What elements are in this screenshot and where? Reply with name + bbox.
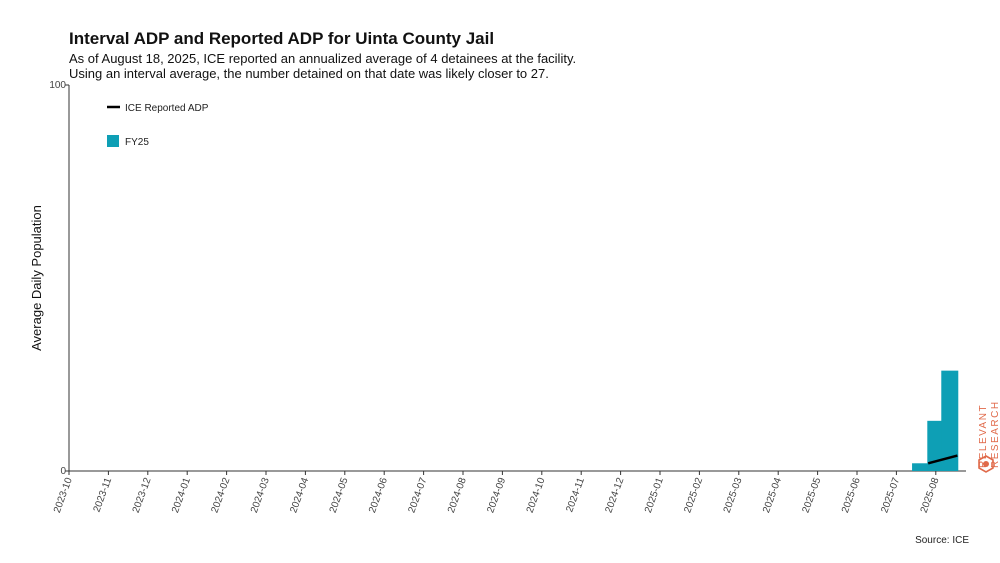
x-tick-label: 2023-10 bbox=[52, 476, 75, 515]
x-tick-label: 2024-08 bbox=[446, 476, 469, 515]
chart-subtitle-line-2: Using an interval average, the number de… bbox=[69, 66, 549, 81]
x-tick-label: 2024-09 bbox=[485, 476, 508, 515]
legend: ICE Reported ADP FY25 bbox=[107, 103, 209, 148]
source-note: Source: ICE bbox=[915, 535, 969, 546]
brand-text-line1: RELEVANT bbox=[978, 404, 989, 468]
x-tick-label: 2024-10 bbox=[525, 476, 548, 515]
chart-title: Interval ADP and Reported ADP for Uinta … bbox=[69, 29, 495, 48]
x-tick-label: 2025-04 bbox=[761, 476, 784, 515]
x-tick-label: 2024-04 bbox=[288, 476, 311, 515]
x-axis-ticks: 2023-10 2023-11 2023-12 2024-01 2024-02 2024-… bbox=[52, 471, 942, 515]
axes bbox=[68, 85, 966, 472]
x-tick-label: 2024-11 bbox=[564, 476, 587, 514]
y-axis-ticks: 0 100 bbox=[49, 80, 69, 477]
x-tick-label: 2023-11 bbox=[92, 476, 115, 514]
bar-fy25-1 bbox=[927, 420, 945, 471]
x-tick-label: 2025-06 bbox=[840, 476, 863, 515]
x-tick-label: 2024-06 bbox=[367, 476, 390, 515]
legend-label-reported: ICE Reported ADP bbox=[125, 103, 209, 114]
x-tick-label: 2023-12 bbox=[131, 476, 154, 515]
brand-icon bbox=[978, 455, 994, 473]
chart-subtitle-line-1: As of August 18, 2025, ICE reported an a… bbox=[69, 51, 577, 66]
legend-bar-swatch bbox=[107, 135, 119, 147]
y-axis-label: Average Daily Population bbox=[29, 205, 44, 351]
reported-adp-series-line bbox=[927, 454, 958, 465]
brand-logo: RELEVANT RESEARCH bbox=[978, 400, 1000, 473]
y-tick-label: 0 bbox=[60, 466, 66, 477]
legend-label-fy25: FY25 bbox=[125, 137, 149, 148]
bar-fy25-0 bbox=[912, 463, 930, 471]
x-tick-label: 2025-07 bbox=[879, 476, 902, 515]
x-tick-label: 2024-12 bbox=[604, 476, 627, 515]
x-tick-label: 2025-03 bbox=[722, 476, 745, 515]
x-tick-label: 2024-05 bbox=[328, 476, 351, 515]
brand-text-line2: RESEARCH bbox=[990, 400, 1000, 468]
x-tick-label: 2025-08 bbox=[919, 476, 942, 515]
bar-fy25-2 bbox=[941, 370, 959, 471]
x-tick-label: 2025-05 bbox=[801, 476, 824, 515]
y-tick-label: 100 bbox=[49, 80, 66, 91]
x-tick-label: 2024-01 bbox=[170, 476, 193, 515]
reported-adp-line bbox=[927, 454, 958, 465]
x-tick-label: 2025-01 bbox=[643, 476, 666, 515]
x-tick-label: 2024-07 bbox=[407, 476, 430, 515]
fy25-bars bbox=[912, 370, 959, 471]
x-tick-label: 2024-03 bbox=[249, 476, 272, 515]
x-tick-label: 2025-02 bbox=[682, 476, 705, 515]
x-tick-label: 2024-02 bbox=[210, 476, 233, 515]
